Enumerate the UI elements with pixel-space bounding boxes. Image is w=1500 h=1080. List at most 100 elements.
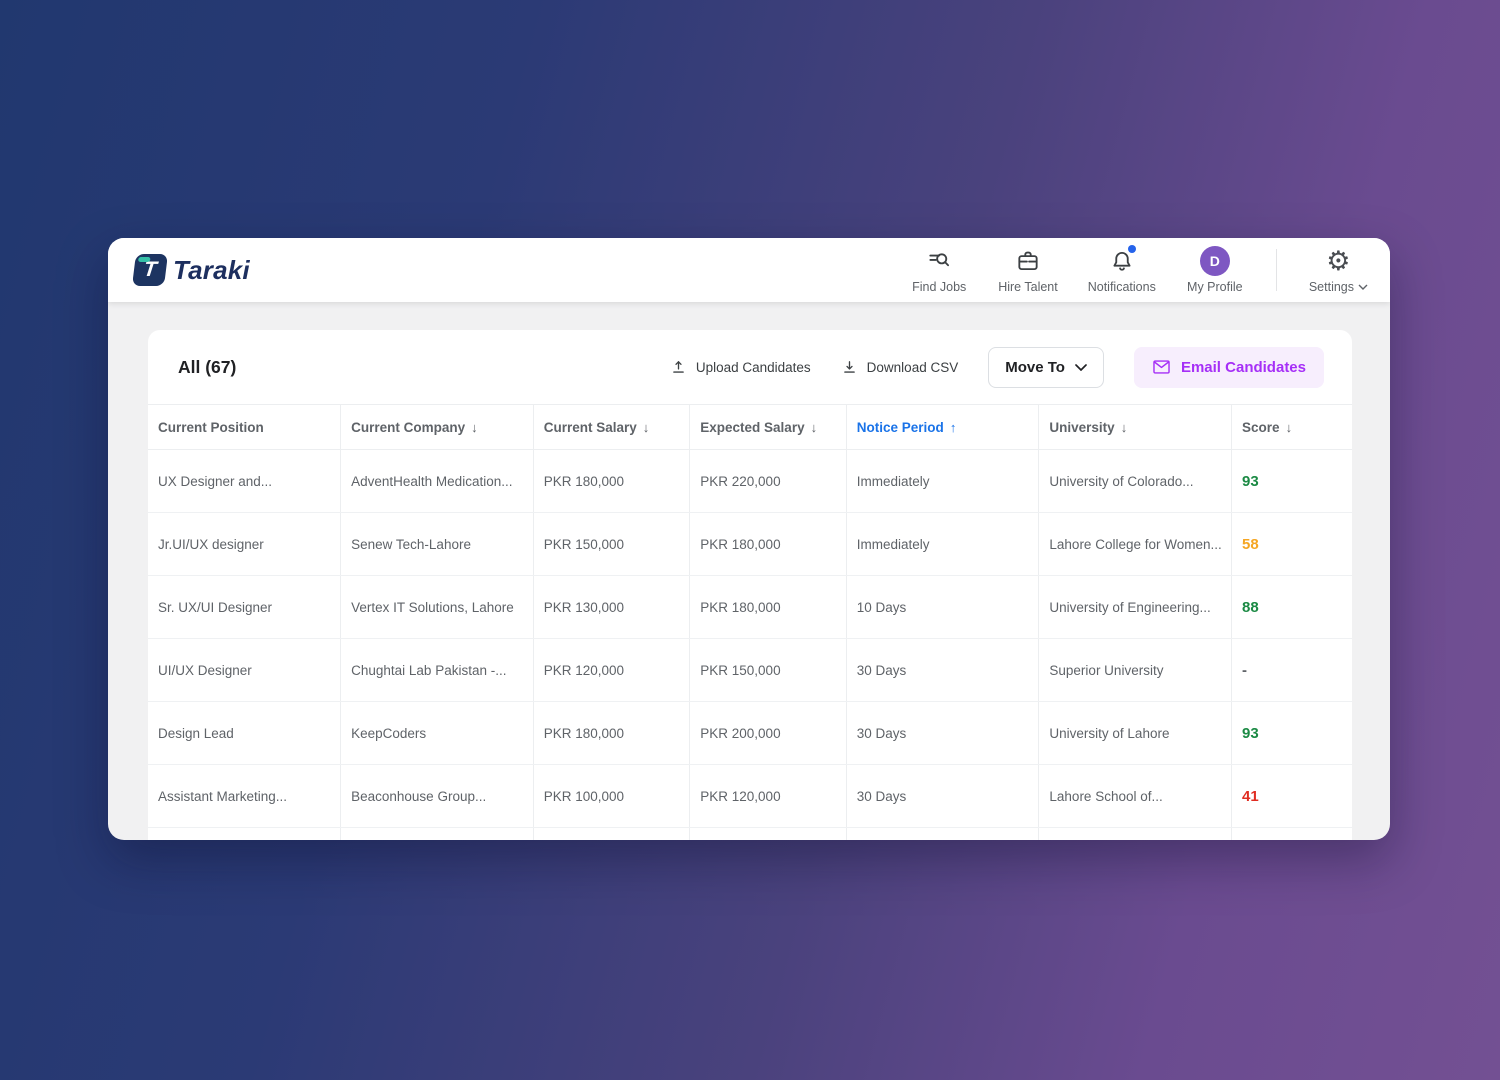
column-header-expected-salary[interactable]: Expected Salary ↓ xyxy=(689,404,847,450)
candidates-count-title: All (67) xyxy=(178,356,237,377)
cell-notice-period: Immediately xyxy=(846,449,1040,513)
nav-divider xyxy=(1275,249,1277,291)
notification-badge-dot xyxy=(1127,244,1136,253)
cell-company: Vertex IT Solutions, Lahore xyxy=(340,575,534,639)
cell-current-salary: PKR 180,000 xyxy=(533,449,691,513)
chevron-down-icon xyxy=(1075,363,1087,371)
cell-position: Assistant Marketing... xyxy=(148,764,342,828)
cell-position: Design Lead xyxy=(148,701,342,765)
candidates-table: Current Position Current Company ↓ Curren… xyxy=(148,404,1352,840)
sort-down-icon: ↓ xyxy=(642,419,650,435)
bell-icon xyxy=(1109,244,1136,275)
nav-item-find-jobs[interactable]: Find Jobs xyxy=(910,247,968,294)
download-icon xyxy=(843,360,855,373)
brand-logo-icon: T xyxy=(132,254,168,286)
brand-name: Taraki xyxy=(173,254,250,285)
move-to-button[interactable]: Move To xyxy=(988,346,1104,388)
cell-notice-period: 30 Days xyxy=(846,638,1040,702)
nav-item-hire-talent[interactable]: Hire Talent xyxy=(998,247,1058,294)
nav-item-my-profile[interactable]: D My Profile xyxy=(1186,245,1244,294)
nav-label-my-profile: My Profile xyxy=(1187,279,1243,294)
column-header-current-position[interactable]: Current Position xyxy=(148,404,342,450)
search-list-icon xyxy=(926,247,952,275)
cell-score: 88 xyxy=(1231,575,1352,639)
cell-notice-period: 10 Days xyxy=(846,575,1040,639)
column-header-current-salary[interactable]: Current Salary ↓ xyxy=(533,404,691,450)
cell-score: - xyxy=(1231,638,1352,702)
table-row[interactable]: Jr.UI/UX designer Senew Tech-Lahore PKR … xyxy=(148,512,1352,576)
cell-university: University of Engineering... xyxy=(1038,575,1233,639)
cell-expected-salary: PKR 120,000 xyxy=(689,764,847,828)
cell-company: AdventHealth Medication... xyxy=(340,449,534,513)
cell-expected-salary: PKR 220,000 xyxy=(689,449,847,513)
nav-label-settings: Settings xyxy=(1308,279,1354,294)
cell-notice-period: Immediately xyxy=(846,512,1040,576)
upload-icon xyxy=(673,360,684,373)
chevron-down-icon xyxy=(1358,284,1368,290)
cell-notice-period: 30 Days xyxy=(846,764,1040,828)
table-row[interactable]: UX Designer and... AdventHealth Medicati… xyxy=(148,449,1352,513)
nav-items: Find Jobs Hire Talent xyxy=(910,244,1368,294)
cell-company: Chughtai Lab Pakistan -... xyxy=(340,638,534,702)
email-candidates-button[interactable]: Email Candidates xyxy=(1133,346,1324,388)
sort-up-icon: ↑ xyxy=(949,419,957,435)
cell-score: 93 xyxy=(1231,449,1352,513)
sort-down-icon: ↓ xyxy=(1120,419,1128,435)
table-row[interactable]: Design Lead KeepCoders PKR 180,000 PKR 2… xyxy=(148,701,1352,765)
main-app-card: T Taraki Find Jobs xyxy=(108,238,1390,840)
cell-expected-salary: PKR 180,000 xyxy=(689,512,847,576)
cell-score: 93 xyxy=(1231,701,1352,765)
table-row[interactable]: UI/UX Designer Chughtai Lab Pakistan -..… xyxy=(148,638,1352,702)
nav-label-hire-talent: Hire Talent xyxy=(998,279,1058,294)
sort-down-icon: ↓ xyxy=(810,419,818,435)
panel-toolbar: All (67) Upload Candidates Download CSV xyxy=(148,330,1352,404)
top-navbar: T Taraki Find Jobs xyxy=(108,238,1390,302)
table-row-partial xyxy=(148,827,1352,840)
cell-current-salary: PKR 120,000 xyxy=(533,638,691,702)
cell-university: Superior University xyxy=(1038,638,1233,702)
cell-expected-salary: PKR 200,000 xyxy=(689,701,847,765)
cell-position: Jr.UI/UX designer xyxy=(148,512,342,576)
avatar: D xyxy=(1199,245,1230,276)
cell-company: Beaconhouse Group... xyxy=(340,764,534,828)
content-area: All (67) Upload Candidates Download CSV xyxy=(108,302,1390,840)
nav-item-notifications[interactable]: Notifications xyxy=(1087,244,1156,294)
cell-expected-salary: PKR 150,000 xyxy=(689,638,847,702)
briefcase-icon xyxy=(1015,247,1041,275)
cell-university: Lahore School of... xyxy=(1038,764,1233,828)
candidates-panel: All (67) Upload Candidates Download CSV xyxy=(148,330,1352,840)
table-row[interactable]: Assistant Marketing... Beaconhouse Group… xyxy=(148,764,1352,828)
table-row[interactable]: Sr. UX/UI Designer Vertex IT Solutions, … xyxy=(148,575,1352,639)
cell-current-salary: PKR 150,000 xyxy=(533,512,691,576)
cell-score: 58 xyxy=(1231,512,1352,576)
table-header-row: Current Position Current Company ↓ Curren… xyxy=(148,404,1352,450)
nav-item-settings[interactable]: ⚙︎ Settings xyxy=(1309,247,1368,294)
cell-notice-period: 30 Days xyxy=(846,701,1040,765)
cell-position: UI/UX Designer xyxy=(148,638,342,702)
cell-company: KeepCoders xyxy=(340,701,534,765)
cell-university: University of Lahore xyxy=(1038,701,1233,765)
cell-current-salary: PKR 180,000 xyxy=(533,701,691,765)
cell-position: Sr. UX/UI Designer xyxy=(148,575,342,639)
cell-position: UX Designer and... xyxy=(148,449,342,513)
cell-score: 41 xyxy=(1231,764,1352,828)
envelope-icon xyxy=(1153,360,1170,374)
cell-current-salary: PKR 100,000 xyxy=(533,764,691,828)
cell-company: Senew Tech-Lahore xyxy=(340,512,534,576)
column-header-score[interactable]: Score ↓ xyxy=(1231,404,1352,450)
sort-down-icon: ↓ xyxy=(471,419,478,435)
cell-current-salary: PKR 130,000 xyxy=(533,575,691,639)
cell-university: Lahore College for Women... xyxy=(1038,512,1233,576)
column-header-university[interactable]: University ↓ xyxy=(1038,404,1233,450)
column-header-notice-period[interactable]: Notice Period ↑ xyxy=(846,404,1040,450)
sort-down-icon: ↓ xyxy=(1285,419,1293,435)
gear-icon: ⚙︎ xyxy=(1326,245,1351,276)
upload-candidates-button[interactable]: Upload Candidates xyxy=(670,359,811,376)
cell-expected-salary: PKR 180,000 xyxy=(689,575,847,639)
column-header-current-company[interactable]: Current Company ↓ xyxy=(340,404,534,450)
download-csv-button[interactable]: Download CSV xyxy=(841,359,958,376)
brand-logo[interactable]: T Taraki xyxy=(132,254,250,286)
nav-label-notifications: Notifications xyxy=(1087,279,1156,294)
nav-label-find-jobs: Find Jobs xyxy=(912,279,967,294)
cell-university: University of Colorado... xyxy=(1038,449,1233,513)
